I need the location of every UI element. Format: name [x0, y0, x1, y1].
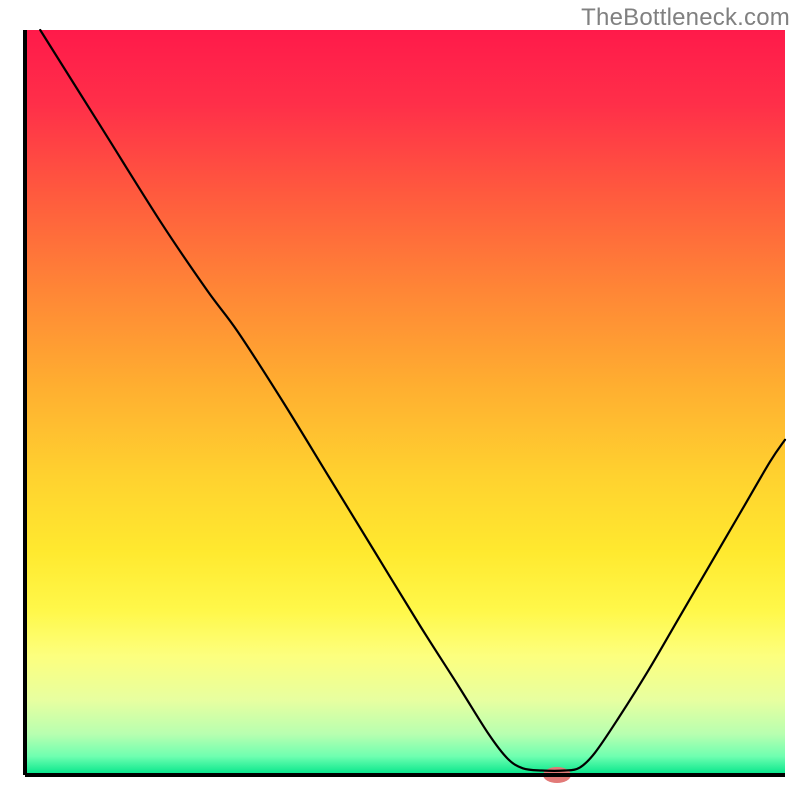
chart-svg: [0, 0, 800, 800]
watermark-text: TheBottleneck.com: [581, 4, 790, 32]
bottleneck-chart: [0, 0, 800, 800]
